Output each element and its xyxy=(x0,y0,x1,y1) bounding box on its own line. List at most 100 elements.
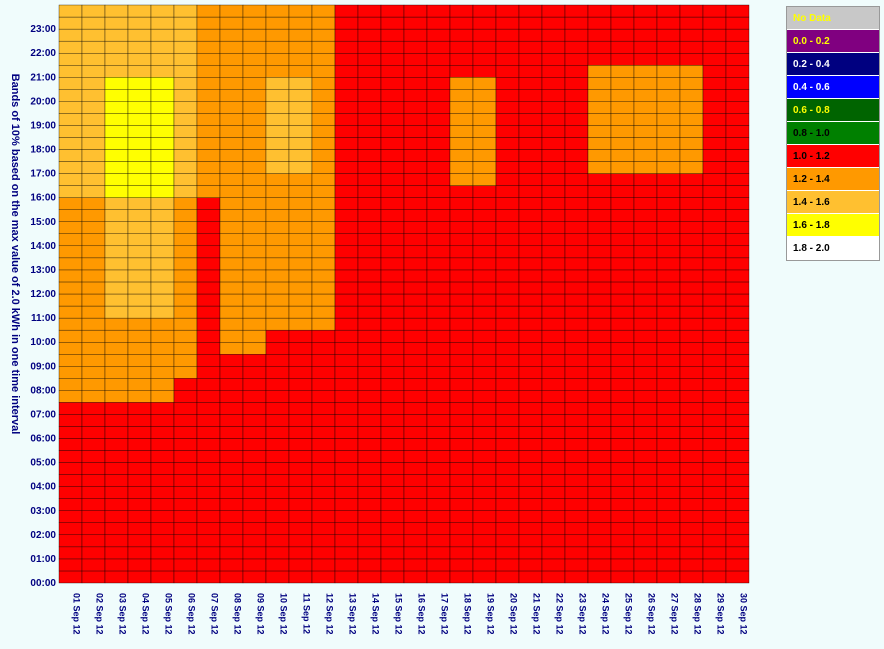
heatmap-cell xyxy=(380,137,405,150)
heatmap-cell xyxy=(380,390,405,403)
heatmap-cell xyxy=(541,498,566,511)
heatmap-cell xyxy=(633,474,658,487)
heatmap-cell xyxy=(219,450,244,463)
heatmap-cell xyxy=(380,317,405,331)
heatmap-cell xyxy=(58,77,83,90)
heatmap-cell xyxy=(518,197,543,210)
heatmap-cell xyxy=(702,221,727,234)
heatmap-cell xyxy=(518,185,543,198)
heatmap-cell xyxy=(725,329,750,343)
heatmap-cell xyxy=(334,77,359,90)
heatmap-cell xyxy=(656,209,681,222)
heatmap-cell xyxy=(725,402,750,415)
heatmap-cell xyxy=(196,414,221,427)
heatmap-cell xyxy=(610,65,635,78)
heatmap-cell xyxy=(472,438,497,451)
heatmap-cell xyxy=(656,113,681,126)
heatmap-cell xyxy=(725,28,750,42)
heatmap-cell xyxy=(173,233,198,247)
heatmap-cell xyxy=(219,546,244,560)
legend-item: 1.6 - 1.8 xyxy=(787,214,879,237)
heatmap-cell xyxy=(564,137,589,150)
heatmap-cell xyxy=(311,65,336,78)
heatmap-cell xyxy=(564,77,589,90)
heatmap-cell xyxy=(104,161,129,174)
heatmap-cell xyxy=(403,281,428,295)
heatmap-cell xyxy=(495,52,520,66)
heatmap-cell xyxy=(104,137,129,150)
y-tick-label: 21:00 xyxy=(30,72,56,83)
heatmap-cell xyxy=(196,570,221,584)
heatmap-cell xyxy=(656,197,681,210)
heatmap-cell xyxy=(127,329,152,343)
heatmap-cell xyxy=(288,233,313,247)
heatmap-cell xyxy=(196,125,221,138)
heatmap-cell xyxy=(610,52,635,66)
heatmap-cell xyxy=(449,40,474,54)
heatmap-cell xyxy=(633,522,658,536)
heatmap-cell xyxy=(311,40,336,54)
heatmap-cell xyxy=(587,209,612,222)
y-axis-title: Bands of 10% based on the max value of 2… xyxy=(9,74,21,435)
heatmap-cell xyxy=(81,197,106,210)
heatmap-cell xyxy=(357,101,382,114)
heatmap-cell xyxy=(610,161,635,174)
heatmap-cell xyxy=(311,402,336,415)
heatmap-cell xyxy=(702,161,727,174)
x-tick-label: 25 Sep 12 xyxy=(624,593,634,635)
heatmap-cell xyxy=(196,486,221,499)
heatmap-cell xyxy=(495,414,520,427)
heatmap-cell xyxy=(311,378,336,391)
heatmap-cell xyxy=(633,486,658,499)
heatmap-cell xyxy=(725,414,750,427)
heatmap-cell xyxy=(656,474,681,487)
x-tick-label: 12 Sep 12 xyxy=(325,593,335,635)
heatmap-cell xyxy=(518,149,543,162)
heatmap-cell xyxy=(380,65,405,78)
heatmap-cell xyxy=(587,305,612,319)
heatmap-cell xyxy=(104,366,129,379)
heatmap-cell xyxy=(242,354,267,367)
heatmap-cell xyxy=(242,221,267,234)
heatmap-cell xyxy=(357,354,382,367)
heatmap-cell xyxy=(426,390,451,403)
heatmap-cell xyxy=(288,486,313,499)
heatmap-cell xyxy=(679,16,704,30)
heatmap-cell xyxy=(311,390,336,403)
heatmap-cell xyxy=(564,378,589,391)
heatmap-cell xyxy=(610,510,635,523)
heatmap-cell xyxy=(288,570,313,584)
heatmap-cell xyxy=(541,221,566,234)
heatmap-cell xyxy=(81,450,106,463)
heatmap-cell xyxy=(610,269,635,283)
heatmap-cell xyxy=(242,366,267,379)
heatmap-cell xyxy=(357,378,382,391)
heatmap-cell xyxy=(587,161,612,174)
heatmap-cell xyxy=(426,462,451,475)
heatmap-cell xyxy=(403,149,428,162)
heatmap-cell xyxy=(403,534,428,548)
heatmap-cell xyxy=(541,354,566,367)
heatmap-cell xyxy=(564,113,589,126)
heatmap-cell xyxy=(58,390,83,403)
heatmap-cell xyxy=(196,329,221,343)
heatmap-cell xyxy=(587,16,612,30)
heatmap-cell xyxy=(679,293,704,307)
heatmap-cell xyxy=(196,438,221,451)
heatmap-cell xyxy=(357,341,382,355)
heatmap-cell xyxy=(127,546,152,560)
heatmap-cell xyxy=(334,4,359,18)
heatmap-cell xyxy=(173,125,198,138)
heatmap-cell xyxy=(495,438,520,451)
heatmap-cell xyxy=(702,16,727,30)
heatmap-cell xyxy=(104,113,129,126)
heatmap-cell xyxy=(311,52,336,66)
heatmap-cell xyxy=(196,450,221,463)
heatmap-cell xyxy=(150,173,175,186)
heatmap-cell xyxy=(242,149,267,162)
heatmap-cell xyxy=(357,402,382,415)
heatmap-cell xyxy=(426,221,451,234)
heatmap-cell xyxy=(564,197,589,210)
heatmap-cell xyxy=(725,52,750,66)
heatmap-cell xyxy=(495,522,520,536)
